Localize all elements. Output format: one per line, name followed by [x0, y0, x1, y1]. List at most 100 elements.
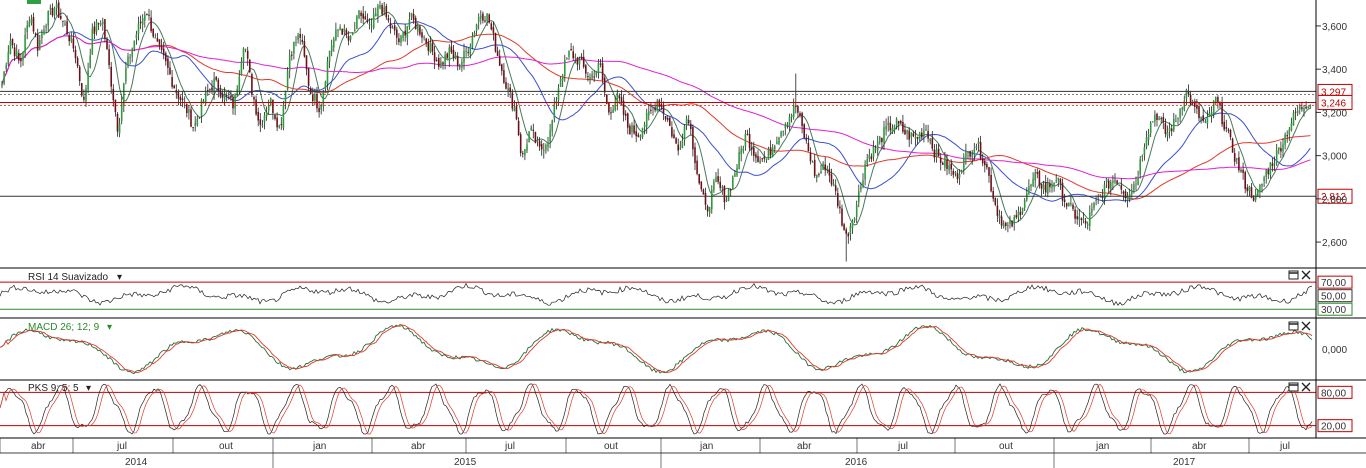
- candle-body: [1278, 147, 1280, 151]
- candle-body: [1013, 217, 1015, 225]
- maximize-icon[interactable]: [1288, 270, 1299, 280]
- candle-body: [530, 127, 532, 131]
- month-tick-label: abr: [1192, 441, 1207, 452]
- candle-body: [587, 76, 589, 78]
- candle-body: [217, 79, 220, 91]
- candle-body: [908, 130, 910, 140]
- candle-body: [786, 124, 789, 126]
- candle-body: [708, 207, 711, 213]
- candle-body: [515, 105, 518, 120]
- candle-body: [669, 117, 671, 126]
- candle-body: [87, 70, 89, 90]
- candle-body: [549, 130, 551, 142]
- candle-body: [356, 16, 358, 29]
- candle-body: [387, 18, 390, 21]
- candle-body: [944, 157, 946, 168]
- candle-body: [1038, 171, 1041, 186]
- candle-body: [167, 58, 169, 68]
- candle-body: [3, 71, 5, 84]
- candle-body: [364, 16, 367, 20]
- candle-body: [599, 63, 602, 65]
- candle-body: [744, 133, 747, 147]
- candle-body: [855, 204, 858, 218]
- candle-body: [1290, 123, 1293, 131]
- candle-body: [1166, 132, 1169, 137]
- status-square-icon: [27, 0, 41, 4]
- candle-body: [326, 61, 329, 84]
- candle-body: [200, 100, 203, 116]
- candle-body: [698, 174, 700, 184]
- candle-body: [774, 146, 776, 150]
- candle-body: [824, 164, 826, 171]
- candle-body: [1021, 208, 1024, 213]
- candle-body: [988, 167, 990, 176]
- candle-body: [782, 130, 784, 132]
- candle-body: [564, 59, 566, 76]
- candle-body: [847, 233, 850, 237]
- candle-body: [406, 25, 409, 38]
- candle-body: [171, 77, 173, 87]
- candle-body: [711, 189, 713, 210]
- candle-body: [471, 36, 474, 48]
- candle-body: [559, 78, 562, 87]
- maximize-icon[interactable]: [1288, 382, 1299, 392]
- candle-body: [1047, 184, 1049, 194]
- candle-body: [146, 13, 148, 16]
- candle-body: [704, 192, 707, 205]
- stochastic-title[interactable]: PKS 9; 5; 5: [28, 383, 79, 394]
- candle-body: [1303, 108, 1305, 112]
- candle-body: [813, 159, 816, 176]
- candle-body: [1177, 118, 1179, 120]
- candle-body: [727, 189, 730, 201]
- candle-body: [1154, 114, 1156, 122]
- candle-body: [230, 95, 232, 98]
- candle-body: [1170, 128, 1173, 132]
- candle-body: [5, 65, 7, 69]
- candle-body: [354, 29, 356, 31]
- candle-body: [349, 36, 352, 40]
- candle-body: [469, 46, 472, 55]
- candle-body: [328, 50, 331, 62]
- candle-body: [1145, 137, 1148, 147]
- moving-average-line-3: [1, 33, 1311, 200]
- macd-title[interactable]: MACD 26; 12; 9: [28, 322, 100, 333]
- candle-body: [662, 106, 665, 114]
- candle-body: [816, 174, 818, 178]
- dropdown-arrow-icon[interactable]: ▾: [117, 272, 122, 283]
- candle-body: [706, 206, 709, 212]
- rsi-title[interactable]: RSI 14 Suavizado: [28, 272, 108, 283]
- candle-body: [484, 20, 486, 22]
- candle-body: [463, 51, 465, 63]
- candle-body: [1099, 194, 1102, 196]
- candle-body: [47, 11, 49, 26]
- candle-body: [1137, 176, 1139, 185]
- candle-body: [595, 71, 598, 75]
- candle-body: [818, 174, 820, 176]
- candle-body: [992, 190, 994, 199]
- dropdown-arrow-icon[interactable]: ▾: [107, 322, 112, 333]
- candle-body: [658, 100, 661, 107]
- candle-body: [261, 124, 264, 127]
- candle-body: [986, 163, 988, 168]
- candle-body: [299, 34, 301, 38]
- candle-body: [801, 112, 803, 127]
- candle-body: [442, 62, 444, 65]
- dropdown-arrow-icon[interactable]: ▾: [86, 383, 91, 394]
- candle-body: [95, 21, 98, 32]
- candle-body: [440, 61, 442, 68]
- maximize-icon[interactable]: [1288, 321, 1299, 331]
- candle-body: [423, 36, 425, 39]
- candle-body: [45, 25, 47, 28]
- candle-body: [566, 58, 568, 60]
- candle-body: [692, 127, 694, 150]
- candle-body: [690, 123, 692, 129]
- candle-body: [196, 119, 199, 126]
- candle-body: [272, 99, 274, 113]
- candle-body: [1280, 148, 1282, 152]
- candle-body: [1068, 202, 1070, 207]
- candle-body: [1175, 120, 1177, 122]
- candle-body: [389, 22, 392, 29]
- candle-body: [417, 25, 419, 32]
